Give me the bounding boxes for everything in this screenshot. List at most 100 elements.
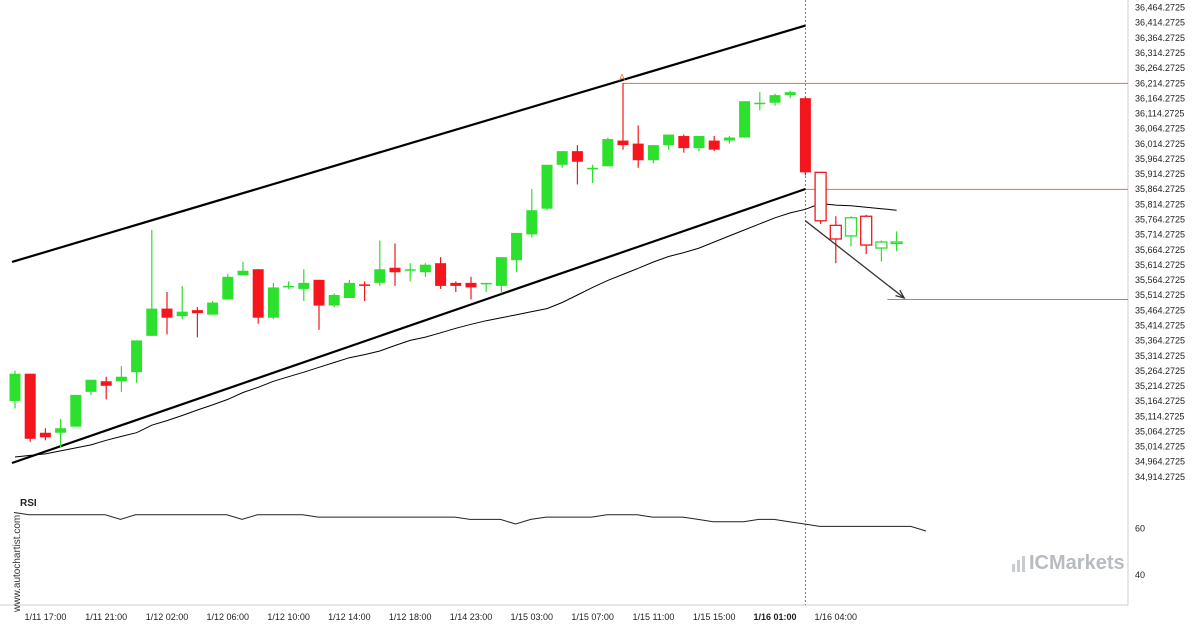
time-tick-label: 1/14 23:00 — [450, 612, 493, 622]
candle-body — [435, 263, 447, 286]
watermark-text: www.autochartist.com — [12, 514, 23, 612]
price-tick-label: 36,264.2725 — [1135, 63, 1185, 73]
time-tick-label: 1/12 14:00 — [328, 612, 371, 622]
candle-body-hollow — [860, 215, 873, 246]
candle-body — [359, 284, 371, 286]
candle-body — [678, 136, 690, 149]
candle-body — [161, 308, 173, 318]
candle-body — [419, 264, 431, 273]
candle-body — [85, 379, 97, 392]
candle-body-hollow — [829, 224, 842, 240]
price-tick-label: 36,214.2725 — [1135, 78, 1185, 88]
price-tick-label: 35,714.2725 — [1135, 230, 1185, 240]
time-tick-label: 1/16 04:00 — [815, 612, 858, 622]
time-tick-label: 1/11 17:00 — [24, 612, 66, 622]
candle-body — [343, 282, 355, 299]
candle-body — [571, 151, 583, 162]
candle-body-hollow — [844, 217, 858, 237]
price-tick-label: 36,164.2725 — [1135, 93, 1185, 103]
candle-body — [693, 136, 705, 149]
price-tick-label: 35,514.2725 — [1135, 290, 1185, 300]
brand-logo-icon — [1012, 555, 1025, 572]
candle-body — [602, 139, 614, 167]
price-tick-label: 34,964.2725 — [1135, 457, 1185, 467]
candle-body — [176, 311, 188, 317]
candle-body — [556, 151, 568, 165]
candle-body — [222, 276, 234, 300]
price-tick-label: 35,214.2725 — [1135, 381, 1185, 391]
candle-body — [9, 373, 21, 401]
candle-body — [708, 140, 720, 150]
time-tick-label-current: 1/16 01:00 — [753, 612, 796, 622]
candle-body — [389, 267, 401, 273]
price-tick-label: 35,114.2725 — [1135, 411, 1184, 421]
rsi-tick-label: 40 — [1135, 570, 1145, 580]
channel-upper-line — [11, 24, 806, 264]
candle-body-hollow — [890, 241, 903, 245]
candle-body — [465, 282, 477, 288]
candle-body — [587, 167, 599, 170]
candle-body — [799, 98, 811, 173]
price-tick-label: 36,114.2725 — [1135, 109, 1184, 119]
price-tick-label: 35,864.2725 — [1135, 184, 1185, 194]
candle-body — [404, 269, 416, 271]
price-tick-label: 36,364.2725 — [1135, 33, 1185, 43]
rsi-label: RSI — [20, 498, 37, 509]
price-tick-label: 35,564.2725 — [1135, 275, 1185, 285]
candle-body — [146, 308, 158, 336]
candle-body — [617, 140, 629, 146]
candle-body — [252, 269, 264, 318]
price-tick-label: 35,964.2725 — [1135, 154, 1185, 164]
candle-body — [495, 257, 507, 286]
price-tick-label: 36,064.2725 — [1135, 124, 1185, 134]
rsi-tick-label: 60 — [1135, 524, 1145, 534]
time-tick-label: 1/15 11:00 — [632, 612, 674, 622]
candle-body — [55, 428, 67, 433]
price-tick-label: 35,764.2725 — [1135, 215, 1185, 225]
price-tick-label: 36,464.2725 — [1135, 3, 1185, 13]
candle-body — [131, 340, 143, 373]
price-tick-label: 35,314.2725 — [1135, 351, 1185, 361]
time-tick-label: 1/12 10:00 — [267, 612, 310, 622]
price-tick-label: 35,664.2725 — [1135, 245, 1185, 255]
candle-body — [267, 287, 279, 318]
candle-body — [70, 394, 82, 427]
time-tick-label: 1/15 15:00 — [693, 612, 736, 622]
price-tick-label: 36,414.2725 — [1135, 18, 1185, 28]
price-tick-label: 35,914.2725 — [1135, 169, 1185, 179]
candle-body — [283, 285, 295, 288]
candle-body — [754, 102, 766, 105]
candle-body — [115, 376, 127, 382]
projection-arrow-line — [804, 220, 905, 299]
candle-body — [24, 373, 36, 439]
price-tick-label: 34,914.2725 — [1135, 472, 1185, 482]
price-tick-label: 35,464.2725 — [1135, 305, 1185, 315]
candle-body — [632, 143, 644, 161]
candle-body — [39, 432, 51, 438]
watermark: www.autochartist.com — [8, 512, 28, 612]
time-tick-label: 1/12 02:00 — [146, 612, 189, 622]
candle-body — [374, 269, 386, 283]
price-tick-label: 35,614.2725 — [1135, 260, 1185, 270]
time-tick-label: 1/12 06:00 — [207, 612, 250, 622]
candle-body — [723, 137, 735, 141]
projection-arrow-head — [895, 289, 906, 300]
brand-logo: ICMarkets — [1012, 552, 1125, 575]
candle-body — [450, 282, 462, 286]
price-tick-label: 36,014.2725 — [1135, 139, 1185, 149]
candle-body — [313, 279, 325, 306]
candle-body — [480, 282, 492, 285]
price-tick-label: 35,064.2725 — [1135, 426, 1185, 436]
candle-body — [647, 145, 659, 161]
candle-body — [298, 282, 310, 289]
brand-logo-text: ICMarkets — [1029, 552, 1125, 574]
candle-body — [784, 92, 796, 96]
time-tick-label: 1/11 21:00 — [85, 612, 127, 622]
price-tick-label: 36,314.2725 — [1135, 48, 1185, 58]
pattern-point-label: A — [619, 72, 625, 82]
candle-body — [207, 302, 219, 315]
price-tick-label: 35,264.2725 — [1135, 366, 1185, 376]
moving-average-line — [14, 202, 897, 458]
